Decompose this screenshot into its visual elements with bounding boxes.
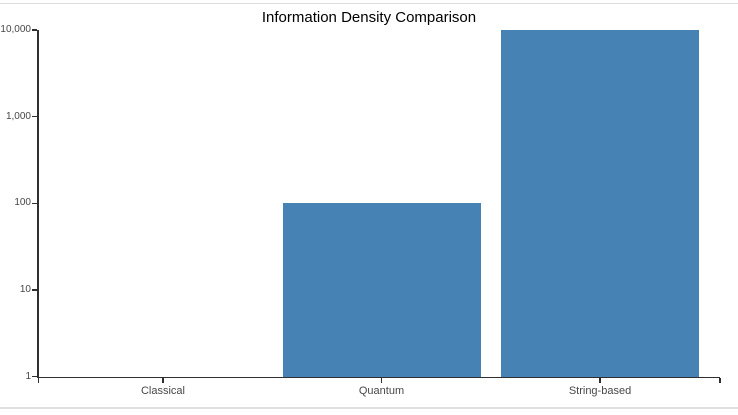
top-divider bbox=[0, 3, 738, 4]
y-tick bbox=[31, 375, 37, 378]
y-tick-label: 1,000 bbox=[5, 110, 31, 122]
y-tick bbox=[31, 29, 37, 31]
x-tick-label: Quantum bbox=[358, 385, 405, 397]
plot-area: 1 10 100 1,000 10,000 Classical Quantum String… bbox=[0, 24, 721, 397]
x-tick-label: Classical bbox=[140, 385, 185, 397]
y-tick bbox=[31, 289, 37, 291]
y-tick-label: 10,000 bbox=[0, 24, 31, 35]
x-tick bbox=[380, 378, 383, 383]
x-axis-line bbox=[37, 376, 720, 378]
x-tick-label: String-based bbox=[568, 385, 632, 397]
x-tick bbox=[599, 378, 601, 383]
y-axis-line bbox=[37, 30, 39, 378]
y-tick bbox=[31, 115, 37, 118]
y-tick bbox=[31, 202, 37, 204]
y-tick-label: 10 bbox=[19, 283, 31, 295]
x-tick bbox=[162, 378, 164, 383]
chart-title: Information Density Comparison bbox=[261, 9, 477, 26]
bottom-divider bbox=[0, 407, 738, 409]
y-tick-label: 1 bbox=[25, 370, 31, 382]
bar bbox=[501, 30, 699, 377]
axis-end-tick bbox=[719, 378, 721, 383]
bar bbox=[282, 203, 481, 377]
y-tick-label: 100 bbox=[14, 197, 31, 209]
axis-end-tick bbox=[37, 378, 40, 383]
